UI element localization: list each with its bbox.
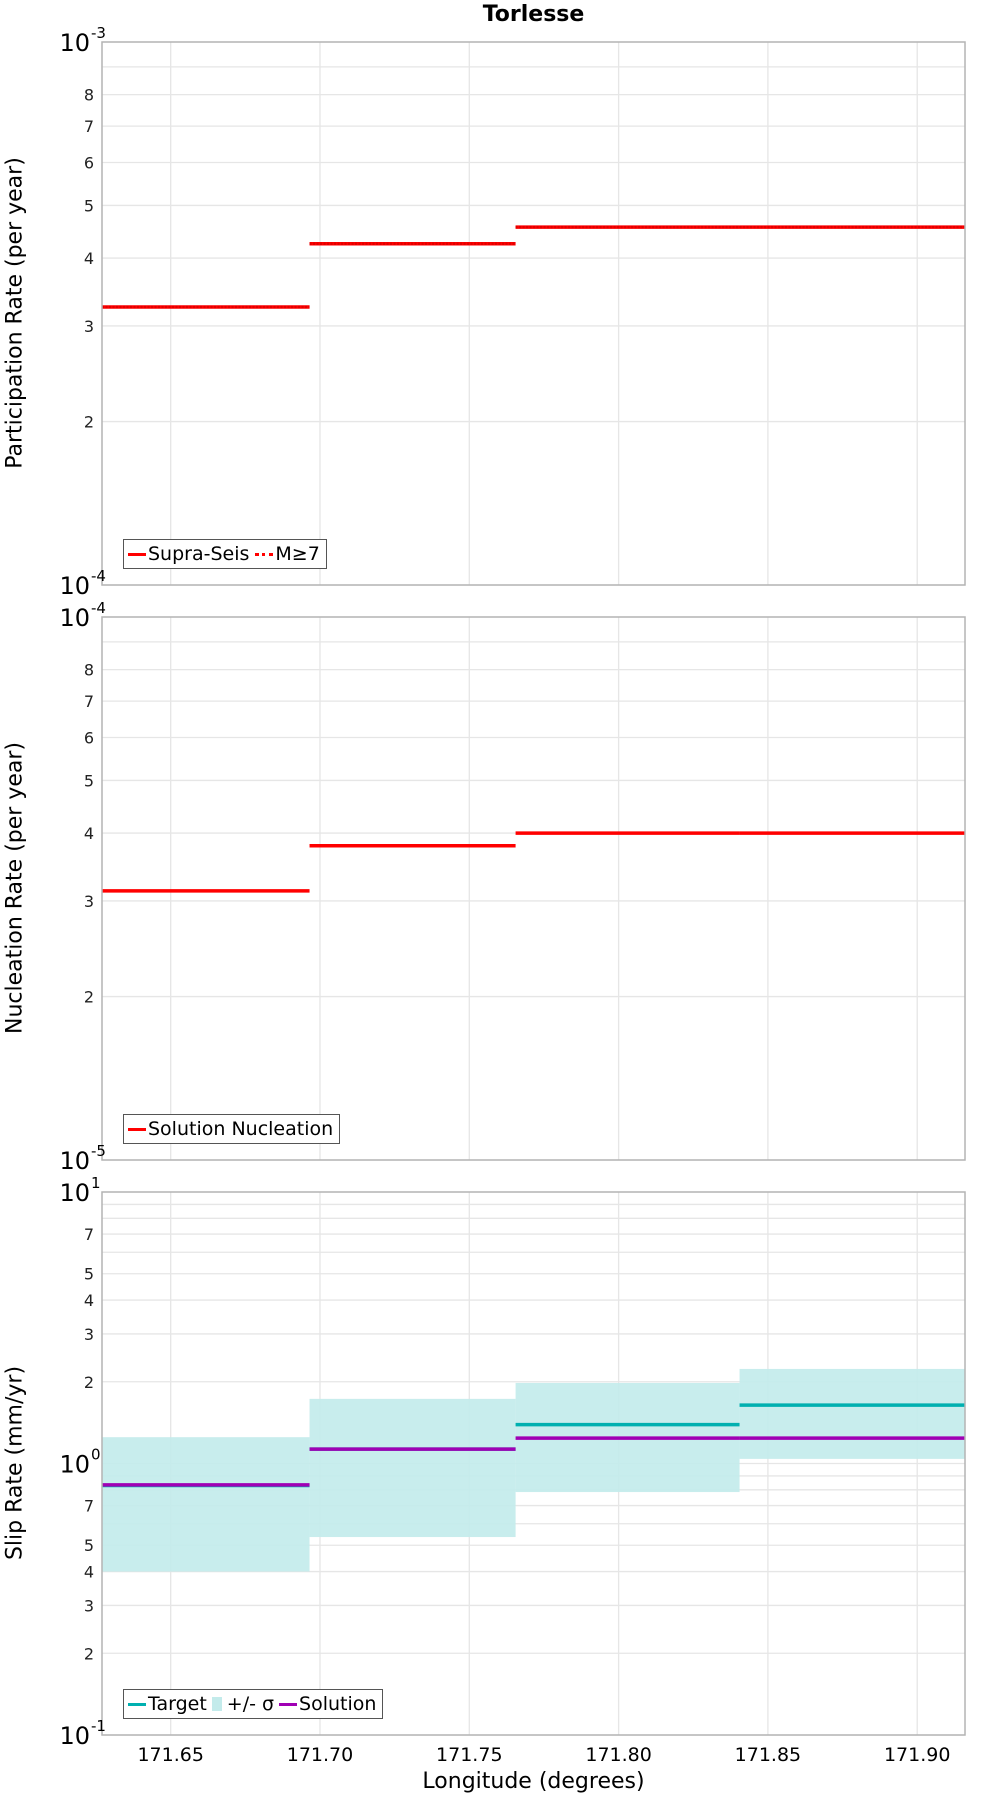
svg-text:-1: -1 bbox=[91, 1717, 106, 1735]
svg-text:10: 10 bbox=[59, 572, 90, 600]
legend-swatch-solid-icon bbox=[128, 552, 146, 556]
panel1-legend: Supra-Seis M≥7 bbox=[123, 539, 327, 569]
legend-item-m7: M≥7 bbox=[255, 543, 320, 565]
legend-label: +/- σ bbox=[226, 1693, 275, 1715]
panel2-y-axis-label: Nucleation Rate (per year) bbox=[2, 742, 28, 1034]
svg-text:5: 5 bbox=[84, 1265, 94, 1284]
legend-item-target: Target bbox=[128, 1693, 207, 1715]
svg-text:1: 1 bbox=[91, 1174, 101, 1192]
legend-swatch-box-icon bbox=[211, 1697, 222, 1711]
sigma-band bbox=[739, 1368, 965, 1459]
svg-text:10: 10 bbox=[59, 1147, 90, 1175]
svg-text:171.80: 171.80 bbox=[585, 1744, 651, 1766]
svg-text:-4: -4 bbox=[91, 567, 106, 585]
svg-text:8: 8 bbox=[84, 86, 94, 105]
svg-text:4: 4 bbox=[84, 824, 94, 843]
svg-text:5: 5 bbox=[84, 1536, 94, 1555]
svg-text:7: 7 bbox=[84, 692, 94, 711]
panel3-y-axis-label: Slip Rate (mm/yr) bbox=[2, 1365, 28, 1561]
legend-item-solution-nucleation: Solution Nucleation bbox=[128, 1118, 333, 1140]
svg-text:171.65: 171.65 bbox=[137, 1744, 203, 1766]
svg-text:3: 3 bbox=[84, 317, 94, 336]
svg-text:-5: -5 bbox=[91, 1142, 106, 1160]
svg-text:3: 3 bbox=[84, 892, 94, 911]
svg-text:2: 2 bbox=[84, 413, 94, 432]
svg-text:2: 2 bbox=[84, 988, 94, 1007]
svg-text:7: 7 bbox=[84, 117, 94, 136]
svg-text:7: 7 bbox=[84, 1225, 94, 1244]
legend-swatch-solid-icon bbox=[128, 1127, 146, 1131]
legend-item-supra-seis: Supra-Seis bbox=[128, 543, 249, 565]
chart-title: Torlesse bbox=[482, 2, 585, 27]
panel3-legend: Target +/- σ Solution bbox=[123, 1689, 384, 1719]
svg-text:10: 10 bbox=[59, 1722, 90, 1750]
svg-text:5: 5 bbox=[84, 771, 94, 790]
plot-frame bbox=[101, 41, 966, 586]
legend-swatch-solid-icon bbox=[128, 1702, 146, 1706]
legend-swatch-solid-icon bbox=[279, 1702, 298, 1706]
plot-frame bbox=[101, 616, 966, 1161]
plot-frame bbox=[101, 1191, 966, 1736]
svg-text:6: 6 bbox=[84, 728, 94, 747]
legend-label: Supra-Seis bbox=[148, 543, 250, 565]
svg-text:2: 2 bbox=[84, 1373, 94, 1392]
panel2-legend: Solution Nucleation bbox=[123, 1114, 341, 1144]
svg-text:4: 4 bbox=[84, 1563, 94, 1582]
sigma-band bbox=[309, 1398, 516, 1538]
svg-text:4: 4 bbox=[84, 249, 94, 268]
svg-text:0: 0 bbox=[91, 1446, 101, 1464]
legend-label: Target bbox=[148, 1693, 207, 1715]
svg-text:-3: -3 bbox=[91, 24, 106, 42]
legend-item-sigma: +/- σ bbox=[211, 1693, 275, 1715]
svg-text:171.90: 171.90 bbox=[884, 1744, 950, 1766]
svg-text:171.75: 171.75 bbox=[436, 1744, 502, 1766]
svg-text:2: 2 bbox=[84, 1644, 94, 1663]
legend-label: Solution Nucleation bbox=[148, 1118, 334, 1140]
svg-text:5: 5 bbox=[84, 196, 94, 215]
svg-text:10: 10 bbox=[59, 604, 90, 632]
legend-label: Solution bbox=[299, 1693, 377, 1715]
svg-text:3: 3 bbox=[84, 1325, 94, 1344]
svg-text:7: 7 bbox=[84, 1497, 94, 1516]
svg-text:3: 3 bbox=[84, 1596, 94, 1615]
legend-label: M≥7 bbox=[275, 543, 320, 565]
svg-text:10: 10 bbox=[59, 1451, 90, 1479]
sigma-band bbox=[102, 1437, 310, 1572]
svg-text:4: 4 bbox=[84, 1291, 94, 1310]
svg-text:6: 6 bbox=[84, 153, 94, 172]
panel1-y-axis-label: Participation Rate (per year) bbox=[2, 157, 28, 469]
svg-text:10: 10 bbox=[59, 29, 90, 57]
svg-text:8: 8 bbox=[84, 661, 94, 680]
svg-text:171.85: 171.85 bbox=[735, 1744, 801, 1766]
legend-item-solution: Solution bbox=[279, 1693, 376, 1715]
svg-text:-4: -4 bbox=[91, 599, 106, 617]
legend-swatch-dotted-icon bbox=[255, 552, 274, 556]
x-axis-label: Longitude (degrees) bbox=[422, 1769, 645, 1794]
svg-text:10: 10 bbox=[59, 1179, 90, 1207]
svg-text:171.70: 171.70 bbox=[287, 1744, 353, 1766]
